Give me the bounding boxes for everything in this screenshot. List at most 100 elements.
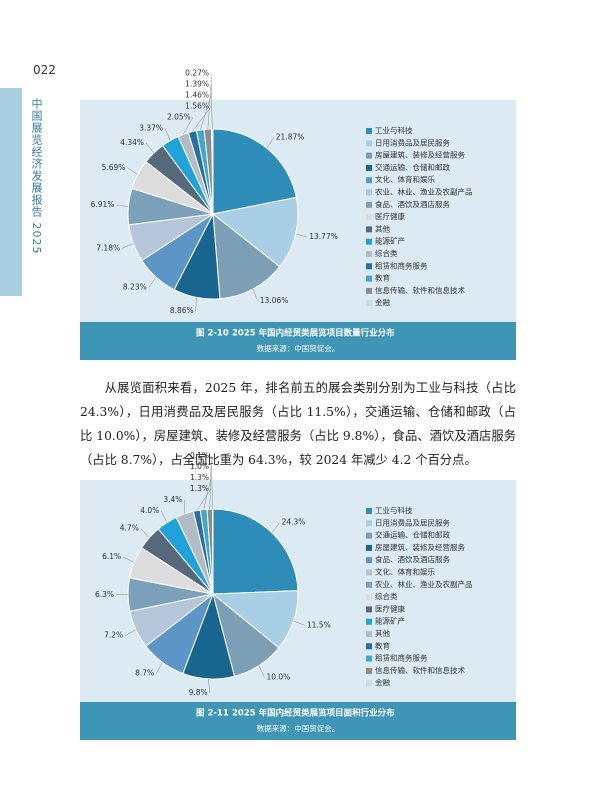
legend-swatch: [366, 238, 372, 245]
value-label: 8.23%: [123, 283, 147, 292]
leader-line: [161, 510, 168, 523]
leader-line: [195, 297, 197, 312]
paragraph: 从展览面积来看，2025 年，排名前五的展会类别分别为工业与科技（占比 24.3…: [80, 381, 516, 467]
pie-slice: [211, 196, 299, 268]
leader-line: [207, 84, 212, 130]
legend-swatch: [366, 128, 372, 134]
legend-swatch: [366, 140, 372, 147]
figure-title: 2025 年国内经贸类展览项目数量行业分布: [232, 328, 395, 339]
legend-swatch: [366, 569, 372, 576]
leader-line: [127, 167, 138, 175]
legend-label: 信息传输、软件和信息技术: [375, 285, 465, 295]
value-label: 4.34%: [120, 138, 144, 147]
value-label: 3.37%: [139, 124, 163, 133]
legend-swatch: [366, 275, 372, 282]
leader-line: [123, 556, 135, 563]
legend-label: 其他: [375, 223, 390, 233]
legend-swatch: [366, 544, 372, 551]
legend-label: 信息传输、软件和信息技术: [375, 665, 465, 675]
legend-swatch: [366, 164, 372, 171]
legend-swatch: [366, 201, 372, 208]
value-label: 5.69%: [102, 163, 126, 172]
leader-line: [196, 488, 212, 511]
value-label: 6.1%: [102, 552, 121, 561]
legend-swatch: [366, 581, 372, 588]
value-label: 21.87%: [276, 132, 305, 141]
figure-source: 数据来源：中国贸促会。: [257, 723, 340, 733]
leader-line: [252, 288, 259, 302]
leader-line: [182, 117, 194, 135]
legend-label: 金融: [375, 297, 390, 307]
legend-label: 房屋建筑、装修及经营服务: [375, 150, 465, 160]
legend-label: 食品、酒饮及酒店服务: [375, 199, 450, 209]
legend-label: 金融: [375, 677, 390, 687]
legend-label: 农业、林业、渔业及农副产品: [375, 579, 473, 589]
value-label: 24.3%: [282, 518, 306, 527]
value-label: 7.2%: [104, 631, 123, 640]
pie-slice: [212, 212, 281, 300]
caption-band: [80, 322, 516, 360]
legend-swatch: [366, 606, 372, 613]
value-label: 13.77%: [309, 232, 338, 241]
side-bar: [0, 88, 22, 296]
legend-label: 工业与科技: [375, 125, 413, 135]
value-label: 10.0%: [266, 672, 290, 681]
legend-swatch: [366, 557, 372, 564]
legend-label: 文化、体育和娱乐: [375, 174, 435, 184]
leader-line: [192, 106, 212, 132]
legend-label: 房屋建筑、装修及经营服务: [375, 542, 465, 552]
legend-label: 交通运输、仓储和邮政: [375, 162, 450, 172]
value-label: 6.3%: [95, 590, 114, 599]
leader-line: [266, 137, 274, 149]
legend-swatch: [366, 226, 372, 233]
legend-label: 医疗健康: [375, 211, 405, 221]
legend-swatch: [366, 300, 372, 307]
legend-swatch: [366, 287, 372, 294]
leader-line: [295, 233, 308, 238]
legend-label: 能源矿产: [375, 616, 405, 626]
value-label: 0.27%: [185, 69, 209, 78]
leader-line: [209, 466, 212, 510]
value-label: 13.06%: [260, 296, 289, 305]
figure-title: 2025 年国内经贸类展览项目面积行业分布: [232, 708, 395, 719]
legend-label: 教育: [375, 640, 390, 650]
leader-line: [210, 455, 213, 510]
value-label: 0.1%: [190, 451, 209, 460]
leader-line: [145, 142, 154, 154]
legend-swatch: [366, 655, 372, 662]
leader-line: [258, 665, 265, 678]
pie-slice: [211, 590, 299, 649]
value-label: 3.4%: [163, 495, 182, 504]
value-label: 8.86%: [170, 306, 194, 315]
legend-swatch: [366, 263, 372, 270]
value-label: 1.39%: [185, 80, 209, 89]
legend-swatch: [366, 631, 372, 637]
figure-number: 图 2-10: [196, 329, 229, 339]
legend-label: 教育: [375, 273, 390, 283]
leader-line: [116, 204, 129, 207]
caption-band: [80, 702, 516, 740]
pie-slice: [212, 508, 299, 595]
legend-label: 综合类: [375, 591, 398, 601]
leader-line: [271, 522, 280, 533]
legend-label: 工业与科技: [375, 505, 413, 515]
legend-swatch: [366, 152, 372, 159]
leader-line: [148, 277, 157, 288]
leader-line: [208, 678, 210, 693]
legend-swatch: [366, 177, 372, 184]
value-label: 4.0%: [140, 506, 159, 515]
legend-label: 交通运输、仓储和邮政: [375, 530, 450, 540]
legend-label: 日用消费品及居民服务: [375, 517, 450, 527]
value-label: 1.56%: [185, 102, 209, 111]
value-label: 1.3%: [190, 473, 209, 482]
legend-swatch: [366, 594, 372, 601]
legend-label: 农业、林业、渔业及农副产品: [375, 187, 473, 197]
leader-line: [200, 95, 212, 131]
value-label: 8.7%: [135, 669, 154, 678]
leader-line: [125, 629, 136, 636]
leader-line: [122, 243, 134, 249]
figure-source: 数据来源：中国贸促会。: [257, 343, 340, 353]
leader-line: [203, 477, 212, 510]
